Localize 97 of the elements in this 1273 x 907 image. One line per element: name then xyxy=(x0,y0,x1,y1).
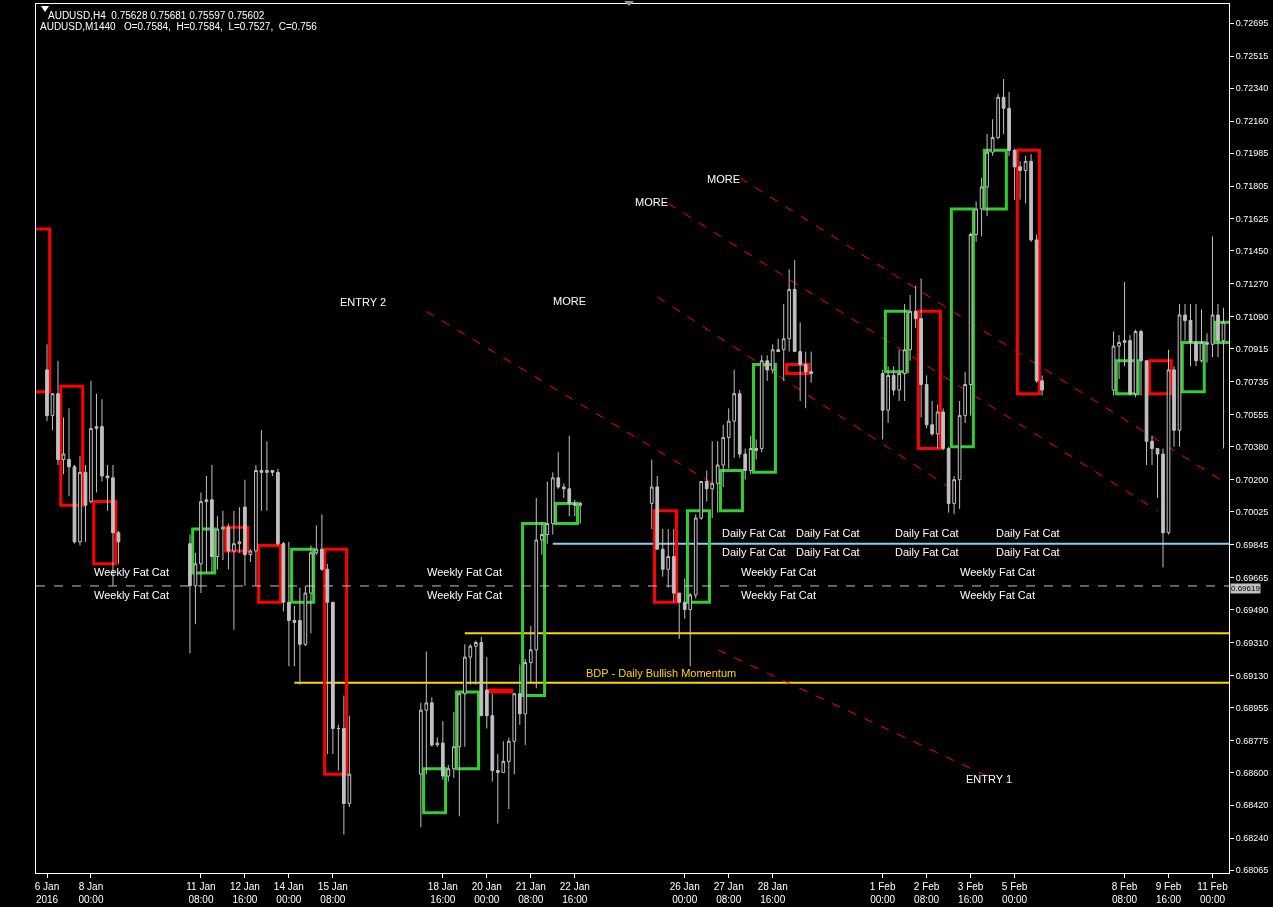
bar xyxy=(751,362,777,474)
bar xyxy=(652,509,678,604)
bar xyxy=(949,207,975,449)
annotation: MORE xyxy=(635,196,668,208)
y-tick-label: 0.68775 xyxy=(1235,735,1269,746)
y-tick-label: 0.68240 xyxy=(1235,833,1269,844)
bar xyxy=(455,690,481,771)
x-tick-label: 15 Jan 08:00 xyxy=(317,881,348,905)
bar xyxy=(59,384,85,507)
y-tick-label: 0.70735 xyxy=(1235,376,1269,387)
x-tick-label: 20 Jan 00:00 xyxy=(471,881,502,905)
bar xyxy=(916,309,942,451)
annotation: Weekly Fat Cat xyxy=(427,589,502,601)
annotation: Weekly Fat Cat xyxy=(94,566,169,578)
candlestick xyxy=(1221,307,1226,450)
annotation: Daily Fat Cat xyxy=(722,546,786,558)
annotation: ENTRY 1 xyxy=(966,773,1013,785)
y-tick-label: 0.72340 xyxy=(1235,83,1269,94)
x-tick-label: 8 Jan 00:00 xyxy=(78,881,104,905)
annotation: Daily Fat Cat xyxy=(895,546,959,558)
bar xyxy=(521,522,547,698)
annotation: ENTRY 2 xyxy=(340,296,387,308)
x-tick-label: 6 Jan 2016 xyxy=(34,881,60,905)
y-tick-label: 0.69665 xyxy=(1235,572,1269,583)
bar xyxy=(488,688,514,694)
x-tick-label: 22 Jan 16:00 xyxy=(559,881,590,905)
x-tick-label: 12 Jan 16:00 xyxy=(229,881,260,905)
y-tick-label: 0.72695 xyxy=(1235,18,1269,29)
bar xyxy=(1180,340,1206,394)
y-tick-label: 0.69130 xyxy=(1235,670,1269,681)
bar xyxy=(92,500,118,566)
y-tick-label: 0.69310 xyxy=(1235,637,1269,648)
text: AUDUSD,M1440 O=0.7584, H=0.7584, L=0.7527, C=0.756 xyxy=(40,21,318,32)
annotation: Weekly Fat Cat xyxy=(741,566,816,578)
series-label: BDP - Daily Bullish Momentum xyxy=(586,667,737,679)
y-tick-label: 0.70915 xyxy=(1235,344,1269,355)
annotation: Daily Fat Cat xyxy=(796,527,860,539)
bar xyxy=(982,148,1008,211)
bar xyxy=(290,547,316,604)
y-tick-label: 0.70380 xyxy=(1235,441,1269,452)
annotation: Daily Fat Cat xyxy=(796,546,860,558)
x-tick-label: 28 Jan 16:00 xyxy=(757,881,788,905)
annotation: Daily Fat Cat xyxy=(722,527,786,539)
x-tick-label: 21 Jan 08:00 xyxy=(515,881,546,905)
x-tick-label: 9 Feb 16:00 xyxy=(1155,881,1182,905)
annotation: MORE xyxy=(707,173,740,185)
bar xyxy=(685,509,711,604)
candlestick xyxy=(336,724,341,772)
y-tick-label: 0.71805 xyxy=(1235,181,1269,192)
annotation: Weekly Fat Cat xyxy=(960,589,1035,601)
y-tick-label: 0.71450 xyxy=(1235,246,1269,257)
y-tick-label: 0.72515 xyxy=(1235,51,1269,62)
bar xyxy=(323,547,349,776)
ref-line-label: 0.69619 xyxy=(1231,584,1261,593)
x-tick-label: 11 Feb 00:00 xyxy=(1197,881,1229,905)
annotation: Daily Fat Cat xyxy=(895,527,959,539)
annotation: Weekly Fat Cat xyxy=(741,589,816,601)
x-tick-label: 27 Jan 08:00 xyxy=(713,881,744,905)
bar xyxy=(257,544,283,604)
annotation: Weekly Fat Cat xyxy=(94,589,169,601)
bar xyxy=(554,501,580,526)
bar xyxy=(1147,359,1173,396)
y-tick-label: 0.68600 xyxy=(1235,767,1269,778)
annotation: Weekly Fat Cat xyxy=(427,566,502,578)
x-tick-label: 2 Feb 08:00 xyxy=(913,881,940,905)
x-tick-label: 14 Jan 00:00 xyxy=(273,881,304,905)
y-tick-label: 0.68420 xyxy=(1235,800,1269,811)
x-tick-label: 5 Feb 00:00 xyxy=(1001,881,1028,905)
text: AUDUSD,H4 0.75628 0.75681 0.75597 0.75602 xyxy=(48,10,265,21)
y-tick-label: 0.71090 xyxy=(1235,311,1269,322)
y-tick-label: 0.70200 xyxy=(1235,474,1269,485)
y-tick-label: 0.68955 xyxy=(1235,702,1269,713)
candlestick xyxy=(331,601,335,755)
y-tick-label: 0.71625 xyxy=(1235,214,1269,225)
bar xyxy=(422,767,448,815)
annotation: Daily Fat Cat xyxy=(996,546,1060,558)
x-tick-label: 3 Feb 16:00 xyxy=(957,881,984,905)
x-tick-label: 8 Feb 08:00 xyxy=(1111,881,1138,905)
bar xyxy=(718,469,744,513)
x-tick-label: 1 Feb 00:00 xyxy=(869,881,896,905)
bar xyxy=(883,309,909,374)
y-tick-label: 0.70555 xyxy=(1235,409,1269,420)
y-tick-label: 0.68065 xyxy=(1235,865,1269,876)
y-tick-label: 0.70025 xyxy=(1235,506,1269,517)
annotation: Weekly Fat Cat xyxy=(960,566,1035,578)
x-tick-label: 11 Jan 08:00 xyxy=(186,881,216,905)
y-tick-label: 0.69845 xyxy=(1235,539,1269,550)
y-tick-label: 0.69490 xyxy=(1235,604,1269,615)
y-tick-label: 0.72160 xyxy=(1235,116,1269,127)
annotation: Daily Fat Cat xyxy=(996,527,1060,539)
y-tick-label: 0.71270 xyxy=(1235,279,1269,290)
x-tick-label: 18 Jan 16:00 xyxy=(427,881,458,905)
y-tick-label: 0.71985 xyxy=(1235,148,1269,159)
annotation: MORE xyxy=(553,295,586,307)
x-tick-label: 26 Jan 00:00 xyxy=(669,881,700,905)
candlestick xyxy=(45,343,49,422)
candlestick xyxy=(50,393,55,431)
